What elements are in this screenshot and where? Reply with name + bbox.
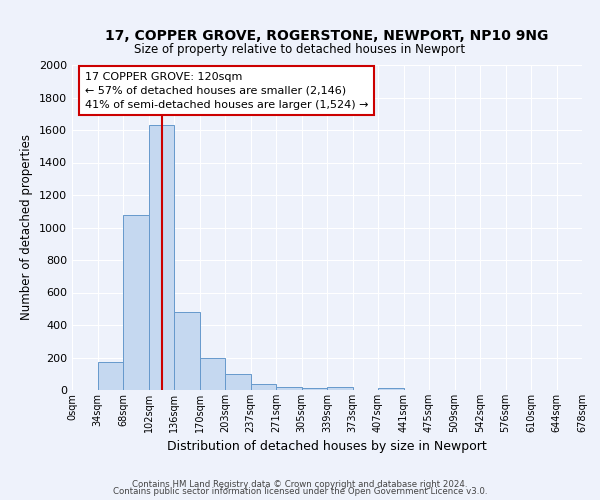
Bar <box>378 388 404 390</box>
Bar <box>174 312 199 390</box>
Bar <box>276 387 302 390</box>
Text: Contains public sector information licensed under the Open Government Licence v3: Contains public sector information licen… <box>113 487 487 496</box>
Text: Size of property relative to detached houses in Newport: Size of property relative to detached ho… <box>134 42 466 56</box>
Bar <box>123 214 149 390</box>
Y-axis label: Number of detached properties: Number of detached properties <box>20 134 34 320</box>
Bar <box>251 384 276 390</box>
Text: Contains HM Land Registry data © Crown copyright and database right 2024.: Contains HM Land Registry data © Crown c… <box>132 480 468 489</box>
Title: 17, COPPER GROVE, ROGERSTONE, NEWPORT, NP10 9NG: 17, COPPER GROVE, ROGERSTONE, NEWPORT, N… <box>106 29 548 43</box>
Bar <box>327 387 353 390</box>
Bar <box>97 362 123 390</box>
Bar <box>199 358 225 390</box>
Bar <box>149 125 174 390</box>
Bar <box>225 374 251 390</box>
Text: 17 COPPER GROVE: 120sqm
← 57% of detached houses are smaller (2,146)
41% of semi: 17 COPPER GROVE: 120sqm ← 57% of detache… <box>85 72 368 110</box>
Bar <box>302 388 327 390</box>
X-axis label: Distribution of detached houses by size in Newport: Distribution of detached houses by size … <box>167 440 487 454</box>
